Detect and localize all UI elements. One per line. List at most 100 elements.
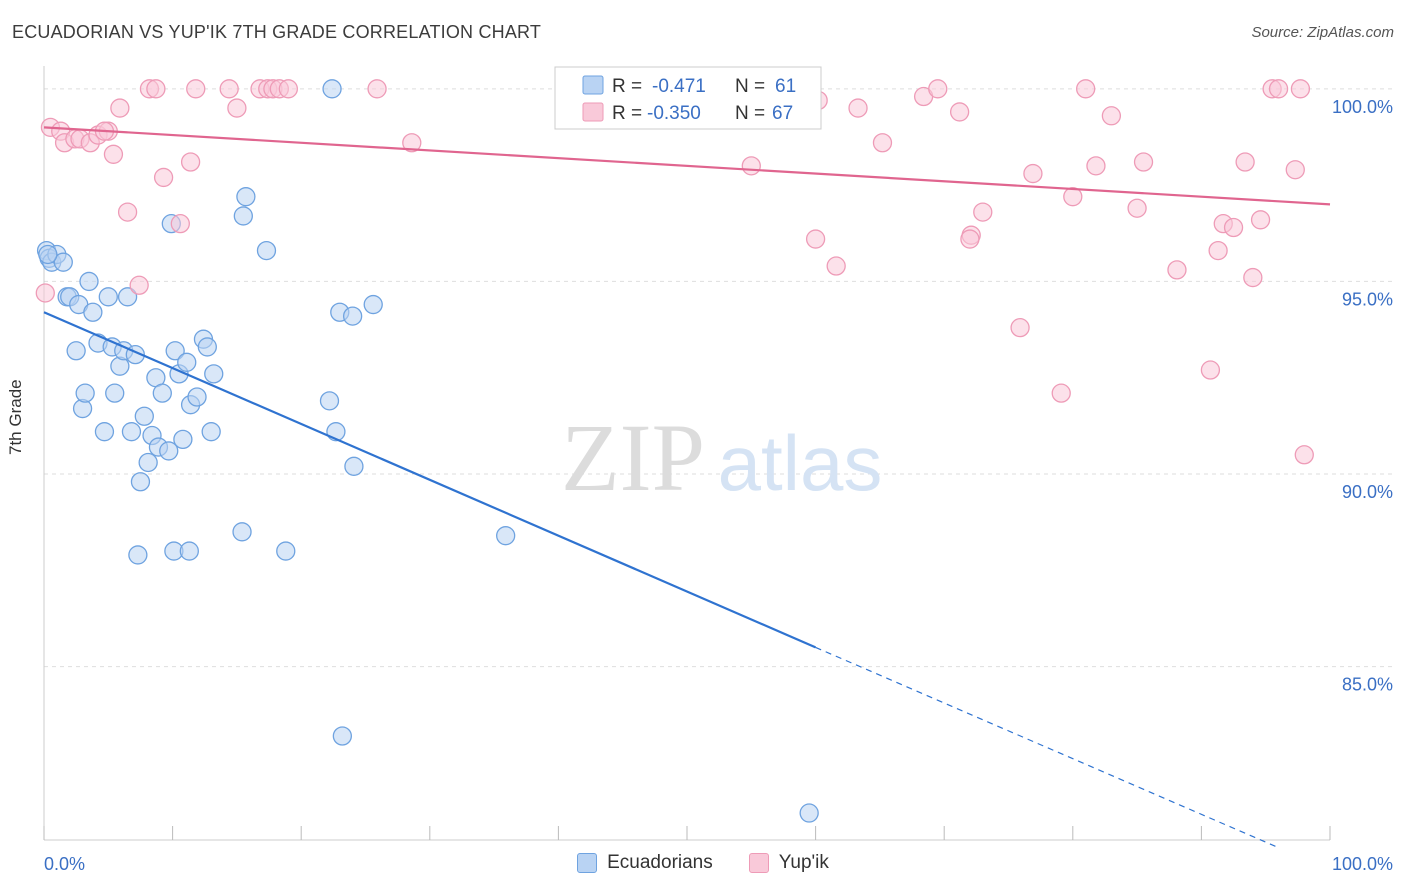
data-point xyxy=(177,352,197,372)
data-point xyxy=(1285,160,1305,180)
x-tick-label: 100.0% xyxy=(1332,854,1393,874)
y-tick-labels: 85.0% 90.0% 95.0% 100.0% xyxy=(1332,97,1393,695)
legend-swatch xyxy=(748,853,769,873)
trend-line xyxy=(43,126,1331,206)
data-point xyxy=(1208,240,1228,261)
data-point xyxy=(278,79,298,99)
data-point xyxy=(1101,106,1122,126)
data-point xyxy=(872,133,893,153)
watermark-zip: ZIP xyxy=(561,404,705,511)
legend-r-label: R = xyxy=(612,76,642,97)
data-point xyxy=(94,422,115,442)
data-point xyxy=(1243,267,1263,288)
data-point xyxy=(75,383,95,403)
legend-item-yupik[interactable]: Yup'ik xyxy=(748,852,829,874)
data-point xyxy=(179,541,199,561)
legend-label: Yup'ik xyxy=(778,852,829,873)
series-legend: Ecuadorians Yup'ik xyxy=(0,852,1406,874)
data-point xyxy=(236,187,256,207)
data-point xyxy=(1076,79,1096,99)
data-point xyxy=(83,302,103,322)
data-point xyxy=(805,229,826,249)
data-point xyxy=(1051,383,1071,403)
legend-r-yupik: -0.350 xyxy=(647,103,701,124)
data-point xyxy=(332,726,353,746)
legend-swatch-yupik xyxy=(582,102,604,122)
trend-lines xyxy=(43,126,1331,849)
y-tick-label: 100.0% xyxy=(1332,97,1393,117)
data-point xyxy=(319,391,340,411)
data-point xyxy=(66,341,86,361)
trend-line-extension xyxy=(815,646,1279,849)
data-point xyxy=(173,429,193,450)
data-point xyxy=(1294,445,1314,465)
series-yupik-points xyxy=(35,79,1314,465)
data-point xyxy=(949,102,970,122)
data-point xyxy=(960,229,980,249)
legend-label: Ecuadorians xyxy=(607,852,713,873)
data-point xyxy=(973,202,993,222)
data-point xyxy=(129,275,149,295)
data-point xyxy=(928,79,948,99)
data-point xyxy=(344,456,364,476)
legend-r-ecuadorians: -0.471 xyxy=(652,76,706,97)
data-point xyxy=(799,803,819,823)
data-point xyxy=(159,441,179,461)
data-point xyxy=(146,79,166,99)
data-point xyxy=(204,364,224,384)
x-tick-label: 0.0% xyxy=(44,854,85,874)
data-point xyxy=(363,294,383,315)
data-point xyxy=(1023,163,1043,184)
data-point xyxy=(180,152,201,172)
series-ecuadorians-points xyxy=(36,79,819,823)
data-point xyxy=(187,387,207,407)
data-point xyxy=(35,283,55,303)
data-point xyxy=(232,522,252,542)
source-label: Source: ZipAtlas.com xyxy=(1251,24,1394,41)
data-point xyxy=(128,545,148,565)
data-point xyxy=(98,287,118,307)
data-point xyxy=(1133,152,1154,172)
data-point xyxy=(170,213,190,234)
legend-n-label: N = xyxy=(735,76,765,97)
legend-n-yupik: 67 xyxy=(772,103,793,124)
data-point xyxy=(152,383,172,403)
legend-swatch xyxy=(577,853,598,873)
data-point xyxy=(117,287,138,307)
y-tick-label: 90.0% xyxy=(1342,482,1393,502)
data-point xyxy=(1086,156,1106,176)
watermark: ZIP atlas xyxy=(561,404,882,511)
data-point xyxy=(496,526,516,546)
data-point xyxy=(103,144,124,164)
legend-n-label: N = xyxy=(735,103,765,124)
trend-line xyxy=(43,311,817,649)
data-point xyxy=(117,202,138,222)
gridlines xyxy=(44,88,1395,668)
data-point xyxy=(1235,152,1255,172)
data-point xyxy=(256,240,277,261)
stats-legend: R = -0.471 N = 61 R = -0.350 N = 67 xyxy=(554,66,822,130)
legend-item-ecuadorians[interactable]: Ecuadorians xyxy=(577,852,713,874)
data-point xyxy=(1167,260,1187,280)
chart-title: ECUADORIAN VS YUP'IK 7TH GRADE CORRELATI… xyxy=(12,22,542,42)
data-point xyxy=(165,341,185,361)
legend-n-ecuadorians: 61 xyxy=(775,76,796,97)
axes xyxy=(43,66,1331,841)
data-point xyxy=(1127,198,1147,218)
data-point xyxy=(1250,210,1271,230)
data-point xyxy=(322,79,342,99)
data-point xyxy=(826,256,846,276)
data-point xyxy=(367,79,387,99)
data-point xyxy=(201,422,221,442)
watermark-atlas: atlas xyxy=(718,419,883,507)
data-point xyxy=(233,206,253,226)
data-point xyxy=(1063,187,1083,207)
data-point xyxy=(741,156,761,176)
data-point xyxy=(342,306,363,326)
data-point xyxy=(121,422,142,442)
data-point xyxy=(219,79,239,99)
data-point xyxy=(402,133,422,153)
y-tick-label: 85.0% xyxy=(1342,675,1393,695)
data-point xyxy=(276,541,296,561)
data-point xyxy=(1200,360,1221,380)
